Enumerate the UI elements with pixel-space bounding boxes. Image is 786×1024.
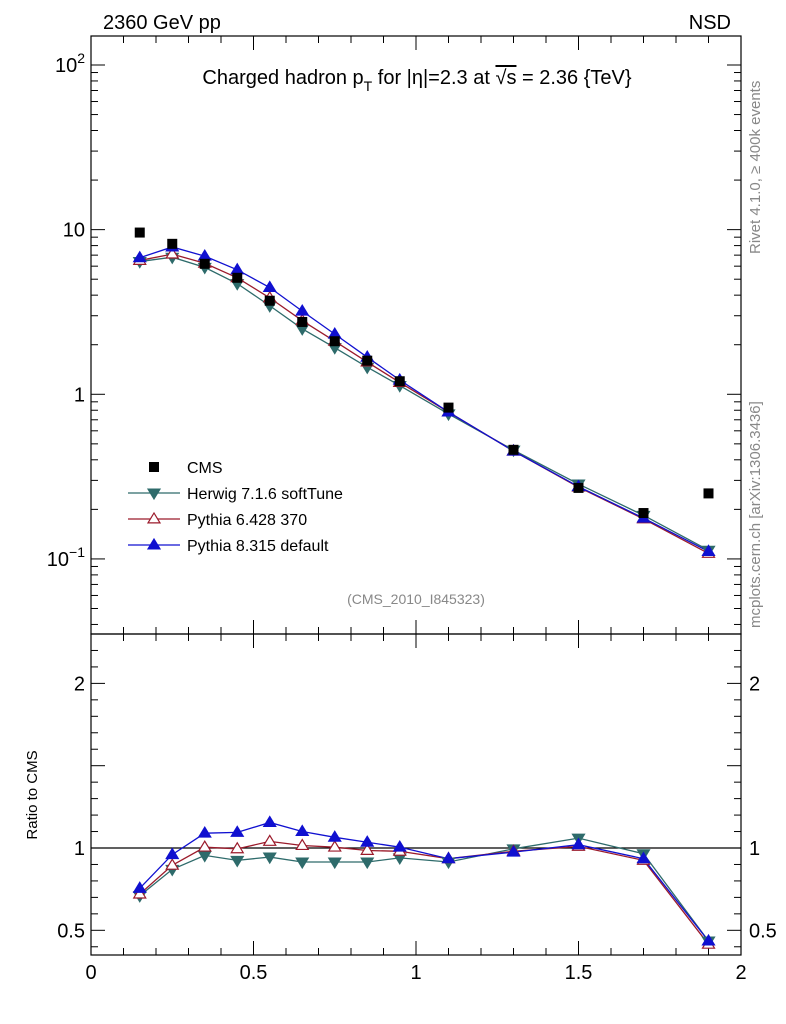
legend: CMS Herwig 7.1.6 softTune Pythia 6.428 370… <box>128 460 343 555</box>
ratio-point-pythia-8-315-default <box>392 840 407 852</box>
ratio-point-pythia-8-315-default <box>636 851 651 864</box>
point-pythia-8-315-default <box>295 303 310 316</box>
x-tick-label: 2 <box>735 962 746 984</box>
ratio-point-pythia-8-315-default <box>230 825 245 837</box>
ratio-point-herwig-7-1-6-softtune <box>295 857 310 870</box>
ratio-line-pythia-6-428-370 <box>139 840 710 945</box>
legend-label-herwig-7-1-6-softtune: Herwig 7.1.6 softTune <box>187 486 343 503</box>
main-series-group <box>132 227 716 558</box>
legend-marker-pythia-8-315-default <box>146 537 162 550</box>
x-tick-label: 1.5 <box>565 962 593 984</box>
ratio-point-pythia-8-315-default <box>262 815 277 827</box>
y-tick-label-main: 10−1 <box>47 544 85 571</box>
x-tick-label: 1 <box>410 962 421 984</box>
data-point-cms <box>703 488 714 499</box>
ratio-point-herwig-7-1-6-softtune <box>262 852 277 865</box>
ratio-point-pythia-8-315-default <box>360 835 375 847</box>
ratio-point-herwig-7-1-6-softtune <box>327 857 342 870</box>
side-label-bottom: mcplots.cern.ch [arXiv:1306.3436] <box>747 401 764 628</box>
ratio-ylabel: Ratio to CMS <box>24 750 41 839</box>
data-point-cms <box>297 316 308 327</box>
title-root: √s <box>495 67 516 89</box>
header-right: NSD <box>689 12 731 34</box>
analysis-label: (CMS_2010_I845323) <box>347 591 485 607</box>
data-point-cms <box>264 295 275 306</box>
y-tick-label-ratio-right: 1 <box>749 838 760 860</box>
y-tick-label-ratio-right: 2 <box>749 673 760 695</box>
data-point-cms <box>329 336 340 347</box>
y-tick-label-ratio-right: 0.5 <box>749 920 777 942</box>
y-tick-label-ratio: 0.5 <box>57 920 85 942</box>
point-pythia-8-315-default <box>262 280 277 293</box>
ratio-point-pythia-8-315-default <box>701 933 716 946</box>
legend-marker-herwig-7-1-6-softtune <box>146 488 162 501</box>
data-point-cms <box>134 227 145 238</box>
title-pre: Charged hadron p <box>202 67 363 89</box>
y-tick-label-main: 1 <box>74 384 85 406</box>
ratio-point-pythia-6-428-370 <box>327 840 342 852</box>
ratio-point-pythia-8-315-default <box>165 847 180 860</box>
data-point-cms <box>508 444 519 455</box>
point-pythia-8-315-default <box>230 262 245 275</box>
ratio-point-pythia-6-428-370 <box>197 840 212 852</box>
data-point-cms <box>573 482 584 493</box>
y-tick-label-main: 10 <box>63 220 85 242</box>
ratio-point-herwig-7-1-6-softtune <box>230 855 245 868</box>
point-pythia-6-428-370 <box>165 246 180 259</box>
series-line-herwig-7-1-6-softtune <box>139 256 709 551</box>
ratio-panel-frame <box>90 633 742 956</box>
y-tick-label-ratio: 2 <box>74 673 85 695</box>
data-point-cms <box>394 376 405 387</box>
header-left: 2360 GeV pp <box>103 12 221 34</box>
legend-label-pythia-6-428-370: Pythia 6.428 370 <box>187 512 307 529</box>
legend-label-cms: CMS <box>187 460 223 477</box>
legend-marker-pythia-6-428-370 <box>146 511 162 524</box>
title-post: = 2.36 {TeV} <box>516 67 631 89</box>
title-sub: T <box>364 78 373 94</box>
data-point-cms <box>232 272 243 283</box>
x-tick-label: 0 <box>85 962 96 984</box>
point-pythia-8-315-default <box>132 250 147 263</box>
ratio-line-herwig-7-1-6-softtune <box>139 837 710 942</box>
ratio-point-pythia-8-315-default <box>132 881 147 893</box>
ratio-point-pythia-8-315-default <box>197 826 212 838</box>
data-point-cms <box>167 238 178 249</box>
x-tick-label: 0.5 <box>240 962 268 984</box>
ratio-point-pythia-6-428-370 <box>360 843 375 855</box>
ratio-point-pythia-6-428-370 <box>262 834 277 846</box>
ratio-point-pythia-8-315-default <box>506 844 521 857</box>
y-tick-label-main: 102 <box>55 50 85 77</box>
data-point-cms <box>199 258 210 269</box>
ratio-point-pythia-6-428-370 <box>132 886 147 899</box>
ratio-point-pythia-8-315-default <box>441 851 456 864</box>
title-mid: for |η|=2.3 at <box>372 67 495 89</box>
ratio-point-pythia-6-428-370 <box>165 858 180 870</box>
ratio-line-pythia-8-315-default <box>139 821 710 942</box>
ratio-point-pythia-8-315-default <box>295 824 310 837</box>
y-tick-label-ratio: 1 <box>74 838 85 860</box>
chart-title: Charged hadron pT for |η|=2.3 at √s = 2.… <box>202 67 631 94</box>
data-point-cms <box>362 355 373 366</box>
side-label-top: Rivet 4.1.0, ≥ 400k events <box>747 81 764 254</box>
ratio-point-pythia-6-428-370 <box>230 841 245 854</box>
data-point-cms <box>443 402 454 413</box>
legend-marker-cms <box>149 462 159 472</box>
legend-label-pythia-8-315-default: Pythia 8.315 default <box>187 538 329 555</box>
point-pythia-8-315-default <box>701 544 716 556</box>
ratio-point-pythia-6-428-370 <box>295 838 310 851</box>
data-point-cms <box>638 508 649 519</box>
ratio-point-pythia-8-315-default <box>327 830 342 842</box>
ratio-series-group <box>132 815 716 949</box>
ratio-point-pythia-8-315-default <box>571 837 586 850</box>
ratio-point-herwig-7-1-6-softtune <box>360 857 375 870</box>
